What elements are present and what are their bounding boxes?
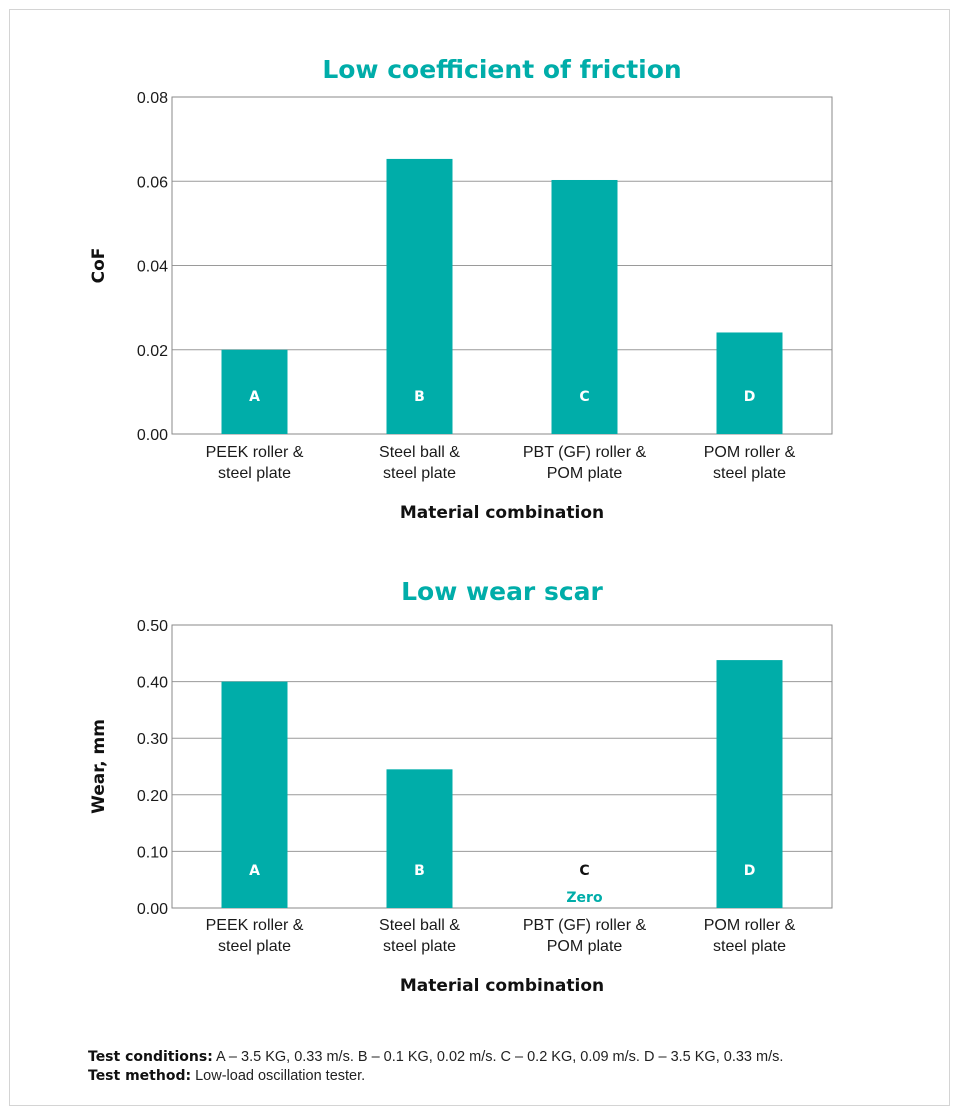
x-tick-label: steel plate bbox=[383, 465, 456, 482]
x-axis-title: Material combination bbox=[400, 976, 604, 996]
bar-label: C bbox=[579, 863, 589, 879]
x-tick-label: POM roller & bbox=[704, 444, 796, 461]
x-tick-label: POM plate bbox=[547, 465, 623, 482]
plot-area bbox=[171, 624, 833, 909]
test-conditions-line: Test conditions: A – 3.5 KG, 0.33 m/s. B… bbox=[88, 1048, 948, 1067]
y-tick-label: 0.00 bbox=[137, 901, 168, 918]
x-tick-label: Steel ball & bbox=[379, 917, 460, 934]
x-tick-label: POM plate bbox=[547, 938, 623, 955]
bar bbox=[551, 179, 618, 434]
x-tick-label: PEEK roller & bbox=[206, 917, 304, 934]
bar bbox=[716, 660, 783, 908]
x-tick-label: steel plate bbox=[713, 465, 786, 482]
y-tick-label: 0.02 bbox=[137, 343, 168, 360]
bar-label: B bbox=[414, 389, 425, 405]
x-tick-label: steel plate bbox=[218, 938, 291, 955]
test-method-line: Test method: Low-load oscillation tester… bbox=[88, 1067, 948, 1086]
y-tick-label: 0.04 bbox=[137, 259, 168, 276]
y-tick-label: 0.50 bbox=[137, 618, 168, 635]
x-tick-label: Steel ball & bbox=[379, 444, 460, 461]
footnote: Test conditions: A – 3.5 KG, 0.33 m/s. B… bbox=[88, 1048, 948, 1086]
test-conditions-text: A – 3.5 KG, 0.33 m/s. B – 0.1 KG, 0.02 m… bbox=[212, 1049, 784, 1065]
bar-label: A bbox=[249, 863, 260, 879]
y-tick-label: 0.20 bbox=[137, 788, 168, 805]
bar bbox=[221, 349, 288, 434]
bar bbox=[716, 332, 783, 434]
chart-2: Low wear scar 0.00 0.10 0.20 0.30 0.40 0.50 Wea… bbox=[89, 577, 833, 996]
x-tick-label: steel plate bbox=[383, 938, 456, 955]
chart-title: Low coefficient of friction bbox=[322, 55, 681, 84]
bar-note: Zero bbox=[566, 890, 603, 906]
test-conditions-label: Test conditions: bbox=[88, 1049, 213, 1065]
bar bbox=[386, 158, 453, 434]
x-tick-label: steel plate bbox=[713, 938, 786, 955]
x-tick-label: PBT (GF) roller & bbox=[523, 917, 647, 934]
charts-canvas: Low coefficient of friction 0.00 0.02 0.04 0… bbox=[89, 55, 833, 996]
y-axis-title: CoF bbox=[89, 248, 109, 284]
x-tick-label: POM roller & bbox=[704, 917, 796, 934]
y-tick-label: 0.08 bbox=[137, 90, 168, 107]
x-axis-title: Material combination bbox=[400, 503, 604, 523]
test-method-text: Low-load oscillation tester. bbox=[191, 1068, 366, 1084]
x-tick-label: PBT (GF) roller & bbox=[523, 444, 647, 461]
bar-label: A bbox=[249, 389, 260, 405]
x-tick-label: steel plate bbox=[218, 465, 291, 482]
chart-title: Low wear scar bbox=[401, 577, 603, 606]
plot-area bbox=[171, 96, 833, 435]
test-method-label: Test method: bbox=[88, 1068, 192, 1084]
y-tick-label: 0.00 bbox=[137, 427, 168, 444]
bar-label: B bbox=[414, 863, 425, 879]
x-tick-label: PEEK roller & bbox=[206, 444, 304, 461]
bar bbox=[386, 769, 453, 908]
bar-label: C bbox=[579, 389, 589, 405]
bar-label: D bbox=[744, 863, 756, 879]
y-tick-label: 0.06 bbox=[137, 174, 168, 191]
bar-label: D bbox=[744, 389, 756, 405]
y-tick-label: 0.30 bbox=[137, 731, 168, 748]
y-tick-label: 0.40 bbox=[137, 675, 168, 692]
y-axis-title: Wear, mm bbox=[89, 719, 109, 814]
y-tick-label: 0.10 bbox=[137, 844, 168, 861]
figure-frame bbox=[9, 9, 950, 1106]
bar bbox=[221, 681, 288, 908]
chart-1: Low coefficient of friction 0.00 0.02 0.04 0… bbox=[89, 55, 833, 523]
